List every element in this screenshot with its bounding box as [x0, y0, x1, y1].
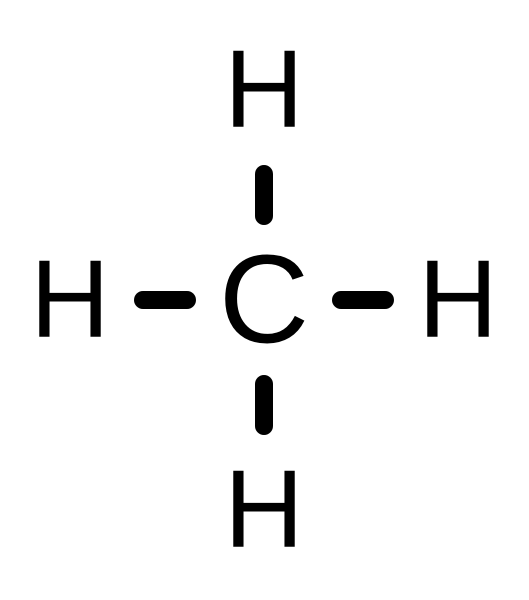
atom-right: H: [418, 245, 497, 355]
bond-top: [255, 165, 273, 225]
atom-bottom: H: [224, 455, 303, 565]
atom-top: H: [224, 35, 303, 145]
atom-left: H: [30, 245, 109, 355]
bond-bottom: [255, 375, 273, 435]
molecule-diagram: C H H H H: [0, 0, 529, 600]
bond-left: [134, 291, 196, 309]
atom-center: C: [219, 238, 309, 363]
bond-right: [332, 291, 394, 309]
